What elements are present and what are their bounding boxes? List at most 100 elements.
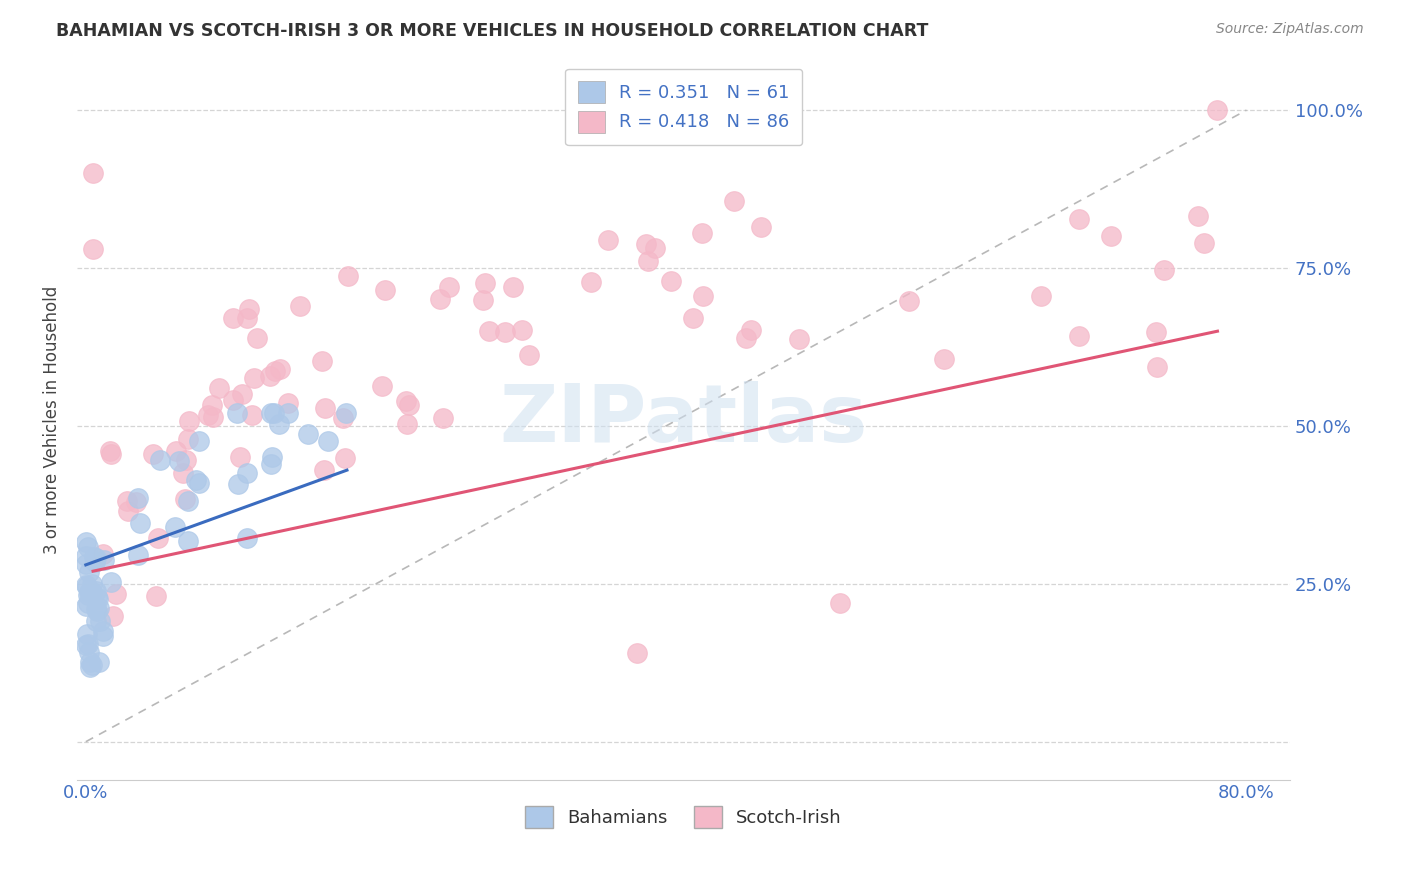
Point	[1192, 236, 1215, 251]
Point	[75, 638, 97, 652]
Point	[236, 310, 259, 325]
Point	[91, 629, 114, 643]
Point	[692, 226, 714, 240]
Point	[75, 599, 97, 614]
Point	[82, 242, 104, 256]
Point	[177, 533, 200, 548]
Point	[89, 614, 111, 628]
Point	[371, 379, 394, 393]
Point	[692, 289, 714, 303]
Point	[146, 531, 169, 545]
Point	[1206, 103, 1229, 117]
Point	[789, 332, 811, 346]
Point	[84, 551, 107, 566]
Point	[165, 520, 187, 534]
Point	[579, 275, 602, 289]
Point	[682, 311, 704, 326]
Point	[277, 406, 299, 420]
Point	[208, 381, 231, 395]
Point	[84, 584, 107, 599]
Point	[125, 495, 148, 509]
Point	[264, 364, 287, 378]
Point	[98, 444, 121, 458]
Point	[167, 454, 190, 468]
Point	[87, 655, 110, 669]
Point	[1099, 228, 1122, 243]
Point	[335, 406, 357, 420]
Point	[740, 323, 762, 337]
Point	[179, 414, 201, 428]
Point	[240, 408, 263, 422]
Point	[82, 577, 104, 591]
Point	[1146, 359, 1168, 374]
Point	[87, 600, 110, 615]
Point	[596, 233, 619, 247]
Point	[77, 584, 100, 599]
Point	[226, 476, 249, 491]
Text: Source: ZipAtlas.com: Source: ZipAtlas.com	[1216, 22, 1364, 37]
Point	[82, 166, 104, 180]
Point	[149, 453, 172, 467]
Point	[197, 409, 219, 423]
Point	[474, 276, 496, 290]
Point	[437, 280, 460, 294]
Text: ZIPatlas: ZIPatlas	[499, 381, 868, 458]
Point	[288, 299, 311, 313]
Point	[246, 331, 269, 345]
Point	[142, 446, 165, 460]
Point	[636, 236, 658, 251]
Text: BAHAMIAN VS SCOTCH-IRISH 3 OR MORE VEHICLES IN HOUSEHOLD CORRELATION CHART: BAHAMIAN VS SCOTCH-IRISH 3 OR MORE VEHIC…	[56, 22, 928, 40]
Point	[396, 417, 419, 432]
Point	[127, 549, 149, 563]
Point	[1069, 212, 1091, 227]
Point	[186, 473, 208, 487]
Point	[75, 557, 97, 571]
Point	[79, 656, 101, 670]
Point	[76, 627, 98, 641]
Point	[661, 274, 683, 288]
Point	[105, 587, 128, 601]
Point	[260, 457, 283, 471]
Point	[80, 658, 103, 673]
Point	[297, 426, 319, 441]
Point	[269, 362, 291, 376]
Point	[259, 368, 281, 383]
Point	[76, 596, 98, 610]
Point	[267, 417, 290, 431]
Point	[236, 532, 259, 546]
Point	[314, 401, 336, 416]
Point	[86, 592, 108, 607]
Point	[75, 549, 97, 563]
Point	[1144, 325, 1167, 339]
Point	[84, 602, 107, 616]
Point	[898, 293, 921, 308]
Point	[86, 590, 108, 604]
Point	[1187, 209, 1209, 223]
Point	[83, 549, 105, 564]
Point	[117, 504, 139, 518]
Point	[201, 398, 224, 412]
Point	[243, 370, 266, 384]
Point	[644, 241, 666, 255]
Point	[263, 406, 285, 420]
Point	[79, 586, 101, 600]
Point	[226, 406, 249, 420]
Point	[510, 323, 533, 337]
Point	[177, 493, 200, 508]
Point	[165, 443, 187, 458]
Point	[494, 325, 516, 339]
Point	[101, 608, 124, 623]
Point	[432, 410, 454, 425]
Point	[231, 386, 253, 401]
Point	[637, 254, 659, 268]
Point	[517, 348, 540, 362]
Point	[76, 534, 98, 549]
Point	[1031, 289, 1053, 303]
Point	[502, 279, 524, 293]
Point	[1153, 262, 1175, 277]
Point	[100, 447, 122, 461]
Point	[830, 596, 852, 610]
Point	[201, 410, 224, 425]
Point	[86, 604, 108, 618]
Point	[91, 624, 114, 638]
